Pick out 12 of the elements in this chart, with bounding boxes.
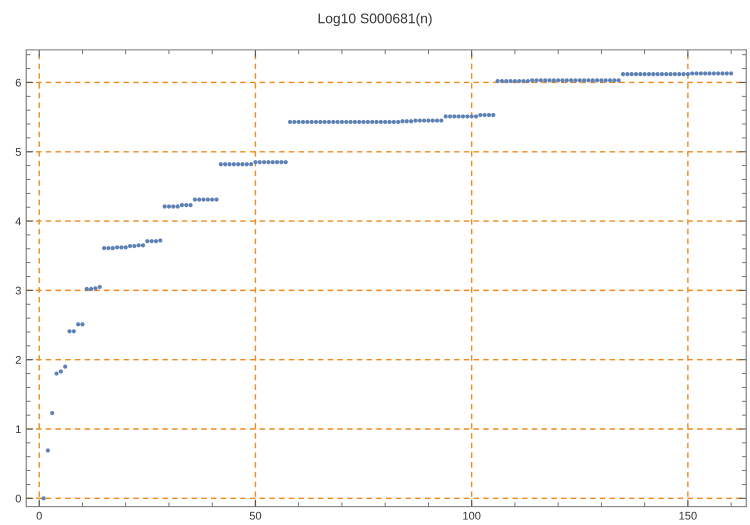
y-tick-label: 3 [16, 286, 21, 295]
y-tick-label: 0 [16, 494, 21, 502]
x-tick-label: 0 [36, 512, 42, 520]
chart-title: Log10 S000681(n) [318, 13, 432, 26]
y-tick-label: 4 [15, 217, 22, 226]
x-tick-label: 150 [679, 512, 697, 520]
y-tick-label: 2 [16, 356, 21, 364]
y-tick-label: 6 [16, 78, 21, 87]
y-tick-label: 5 [16, 148, 21, 156]
x-tick-label: 100 [463, 512, 480, 520]
x-tick-label: 50 [250, 512, 262, 520]
y-tick-label: 1 [16, 425, 21, 434]
